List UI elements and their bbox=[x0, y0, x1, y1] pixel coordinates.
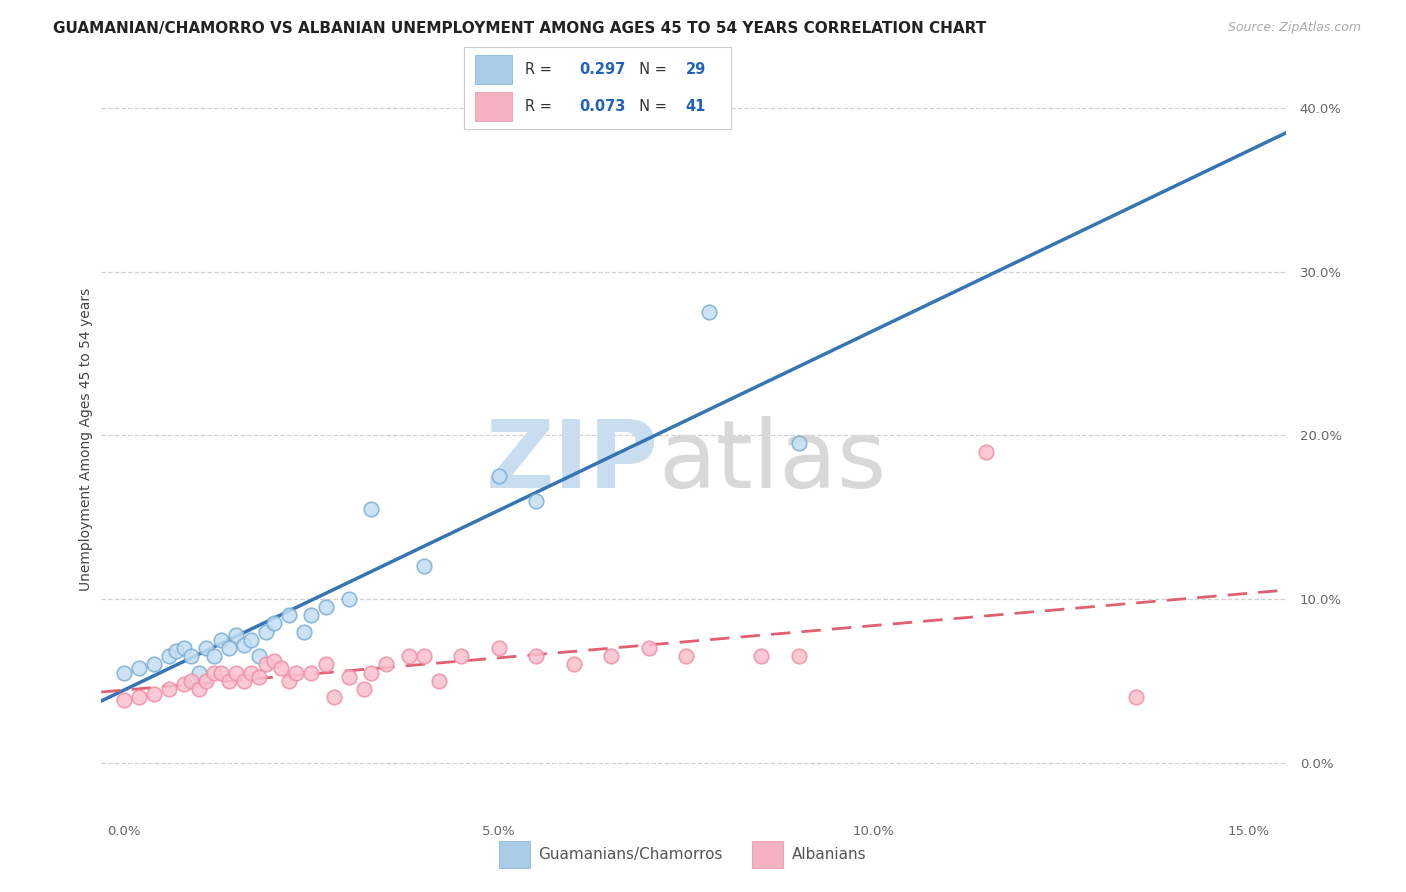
Bar bbox=[475, 93, 512, 121]
Point bbox=[128, 690, 150, 705]
Point bbox=[187, 681, 209, 696]
Point bbox=[292, 624, 315, 639]
Point bbox=[299, 608, 322, 623]
Point bbox=[142, 687, 165, 701]
Point bbox=[562, 657, 585, 672]
Text: N =: N = bbox=[630, 99, 671, 114]
Point bbox=[524, 493, 547, 508]
Text: ZIP: ZIP bbox=[485, 416, 658, 508]
Text: Albanians: Albanians bbox=[792, 847, 866, 862]
Text: 0.297: 0.297 bbox=[579, 62, 626, 77]
Point bbox=[787, 649, 810, 664]
Bar bbox=[499, 841, 530, 868]
Point bbox=[218, 673, 240, 688]
Point bbox=[427, 673, 450, 688]
Point bbox=[247, 671, 270, 685]
Bar bbox=[752, 841, 783, 868]
Point bbox=[157, 681, 180, 696]
Point bbox=[157, 649, 180, 664]
Point bbox=[270, 661, 292, 675]
Point bbox=[353, 681, 375, 696]
Text: Source: ZipAtlas.com: Source: ZipAtlas.com bbox=[1227, 21, 1361, 34]
Point bbox=[675, 649, 697, 664]
Y-axis label: Unemployment Among Ages 45 to 54 years: Unemployment Among Ages 45 to 54 years bbox=[79, 288, 93, 591]
Text: 0.073: 0.073 bbox=[579, 99, 626, 114]
Point bbox=[254, 624, 277, 639]
Point bbox=[375, 657, 398, 672]
Point bbox=[254, 657, 277, 672]
Point bbox=[240, 665, 263, 680]
Point bbox=[263, 654, 285, 668]
Point bbox=[360, 665, 382, 680]
Point bbox=[173, 640, 195, 655]
Point bbox=[225, 628, 247, 642]
Point bbox=[180, 673, 202, 688]
Text: GUAMANIAN/CHAMORRO VS ALBANIAN UNEMPLOYMENT AMONG AGES 45 TO 54 YEARS CORRELATIO: GUAMANIAN/CHAMORRO VS ALBANIAN UNEMPLOYM… bbox=[53, 21, 987, 36]
Point bbox=[112, 665, 135, 680]
Point bbox=[232, 673, 254, 688]
Point bbox=[337, 671, 360, 685]
Text: atlas: atlas bbox=[658, 416, 887, 508]
Point bbox=[240, 632, 263, 647]
Point bbox=[195, 640, 218, 655]
Bar bbox=[475, 55, 512, 84]
Point bbox=[263, 616, 285, 631]
Point bbox=[202, 665, 225, 680]
Point bbox=[488, 640, 510, 655]
Point bbox=[299, 665, 322, 680]
Point bbox=[637, 640, 659, 655]
Text: R =: R = bbox=[526, 62, 557, 77]
Point bbox=[128, 661, 150, 675]
Point bbox=[195, 673, 218, 688]
Text: Guamanians/Chamorros: Guamanians/Chamorros bbox=[538, 847, 723, 862]
Point bbox=[412, 559, 434, 574]
Point bbox=[209, 632, 232, 647]
Point bbox=[112, 693, 135, 707]
Point bbox=[322, 690, 344, 705]
Point bbox=[232, 638, 254, 652]
Text: 41: 41 bbox=[686, 99, 706, 114]
Point bbox=[209, 665, 232, 680]
Point bbox=[277, 673, 299, 688]
Point bbox=[202, 649, 225, 664]
Point bbox=[976, 444, 998, 458]
Point bbox=[277, 608, 299, 623]
Point bbox=[225, 665, 247, 680]
Point bbox=[751, 649, 773, 664]
Text: R =: R = bbox=[526, 99, 557, 114]
Point bbox=[218, 640, 240, 655]
Point bbox=[315, 657, 337, 672]
Point bbox=[412, 649, 434, 664]
Point bbox=[165, 644, 187, 658]
Point bbox=[488, 469, 510, 483]
Point bbox=[173, 677, 195, 691]
Point bbox=[247, 649, 270, 664]
Point bbox=[524, 649, 547, 664]
Point bbox=[398, 649, 420, 664]
Point bbox=[337, 591, 360, 606]
Point bbox=[1125, 690, 1147, 705]
Point bbox=[360, 501, 382, 516]
Point bbox=[142, 657, 165, 672]
Point bbox=[787, 436, 810, 450]
Point bbox=[180, 649, 202, 664]
Text: 29: 29 bbox=[686, 62, 706, 77]
Point bbox=[315, 600, 337, 615]
Point bbox=[600, 649, 623, 664]
Point bbox=[697, 305, 720, 319]
Point bbox=[187, 665, 209, 680]
Point bbox=[285, 665, 308, 680]
Text: N =: N = bbox=[630, 62, 671, 77]
Point bbox=[450, 649, 472, 664]
